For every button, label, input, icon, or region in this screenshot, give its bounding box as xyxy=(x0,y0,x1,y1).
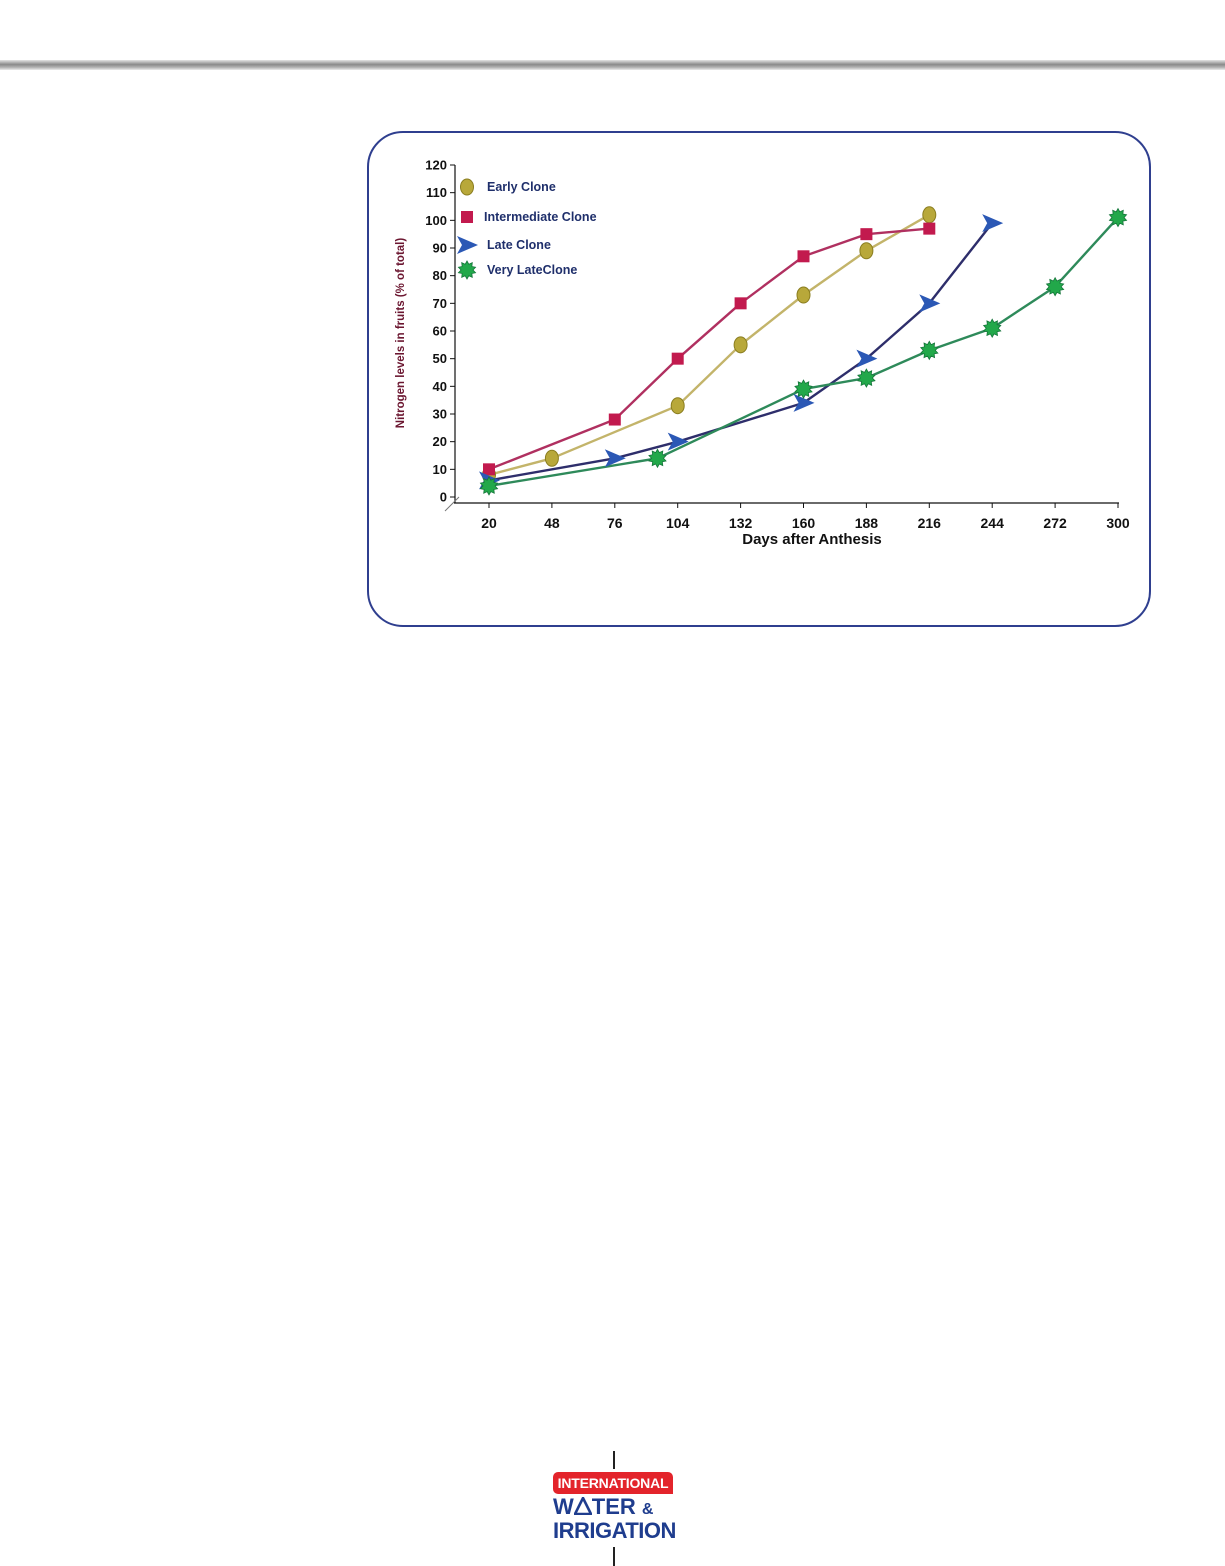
legend-label-early-clone: Early Clone xyxy=(487,180,556,194)
legend-marker-intermediate-clone xyxy=(461,211,473,223)
point-very-lateclone xyxy=(794,379,813,399)
chart-frame: 0 10 20 30 40 50 60 70 80 90 100 110 120 20 48 76 104 132… xyxy=(367,131,1151,627)
x-tick-label: 160 xyxy=(792,515,816,531)
logo-w: W xyxy=(553,1494,574,1519)
x-tick-label: 244 xyxy=(981,515,1005,531)
publication-logo: INTERNATIONAL W TER & IRRIGATION xyxy=(553,1451,676,1566)
chart: 0 10 20 30 40 50 60 70 80 90 100 110 120 20 48 76 104 132… xyxy=(395,158,1130,549)
logo-divider-top xyxy=(613,1451,615,1469)
x-tick-label: 188 xyxy=(855,515,879,531)
x-axis-label: Days after Anthesis xyxy=(742,531,882,548)
y-tick-label: 60 xyxy=(433,324,447,339)
logo-ampersand: & xyxy=(641,1501,654,1518)
point-early-clone xyxy=(670,397,685,415)
point-late-clone xyxy=(793,393,815,412)
point-early-clone xyxy=(922,206,937,224)
y-tick-label: 30 xyxy=(433,407,447,422)
point-very-lateclone xyxy=(1108,207,1128,228)
point-very-lateclone xyxy=(857,368,876,388)
logo-ter: TER xyxy=(591,1494,636,1519)
legend-marker-very-lateclone xyxy=(457,260,477,280)
y-axis-label: Nitrogen levels in fruits (% of total) xyxy=(395,238,407,429)
x-tick-label: 20 xyxy=(481,515,497,531)
x-tick-label: 104 xyxy=(666,515,690,531)
point-intermediate-clone xyxy=(923,222,936,235)
point-late-clone xyxy=(667,432,689,451)
point-very-lateclone xyxy=(982,318,1002,339)
y-tick-label: 90 xyxy=(433,241,447,256)
y-tick-label: 40 xyxy=(433,379,447,394)
y-tick-label: 110 xyxy=(426,185,447,200)
point-early-clone xyxy=(796,286,811,304)
point-very-lateclone xyxy=(919,340,939,361)
logo-line-international: INTERNATIONAL xyxy=(553,1472,673,1494)
logo-line-irrigation: IRRIGATION xyxy=(553,1518,676,1543)
point-intermediate-clone xyxy=(734,297,747,310)
point-late-clone xyxy=(982,214,1004,233)
y-tick-label: 120 xyxy=(425,158,447,173)
legend-marker-early-clone xyxy=(460,178,474,196)
point-very-lateclone xyxy=(479,476,499,496)
legend-label-intermediate-clone: Intermediate Clone xyxy=(484,210,597,224)
legend-label-very-lateclone: Very LateClone xyxy=(487,263,577,277)
point-early-clone xyxy=(733,336,748,354)
point-very-lateclone xyxy=(1045,276,1065,297)
x-tick-label: 132 xyxy=(729,515,753,531)
x-tick-label: 76 xyxy=(607,515,623,531)
point-intermediate-clone xyxy=(671,352,684,365)
axis-break-mark xyxy=(444,496,460,512)
point-intermediate-clone xyxy=(608,413,621,426)
y-tick-label: 80 xyxy=(433,268,447,283)
y-tick-label: 50 xyxy=(433,351,447,366)
point-very-lateclone xyxy=(648,448,667,469)
x-tick-label: 48 xyxy=(544,515,560,531)
point-late-clone xyxy=(856,349,878,368)
logo-drop-icon xyxy=(572,1495,593,1516)
legend-marker-late-clone xyxy=(457,236,478,254)
y-tick-label: 20 xyxy=(433,434,447,449)
point-late-clone xyxy=(604,449,626,468)
y-tick-label: 10 xyxy=(433,462,447,477)
point-early-clone xyxy=(859,242,874,260)
legend-label-late-clone: Late Clone xyxy=(487,238,551,252)
x-tick-label: 300 xyxy=(1106,515,1130,531)
logo-divider-bottom xyxy=(613,1547,615,1566)
header-rule xyxy=(0,60,1225,70)
point-intermediate-clone xyxy=(483,463,495,476)
y-tick-label: 100 xyxy=(425,213,447,228)
point-intermediate-clone xyxy=(797,250,810,263)
point-intermediate-clone xyxy=(860,228,873,241)
series-line-very-lateclone xyxy=(488,216,1119,488)
y-tick-label: 70 xyxy=(433,296,447,311)
point-late-clone xyxy=(919,294,941,313)
x-tick-label: 272 xyxy=(1043,515,1067,531)
point-early-clone xyxy=(544,449,559,467)
logo-line-water: W TER & xyxy=(553,1494,653,1519)
x-tick-label: 216 xyxy=(918,515,942,531)
y-tick-label: 0 xyxy=(440,490,447,505)
